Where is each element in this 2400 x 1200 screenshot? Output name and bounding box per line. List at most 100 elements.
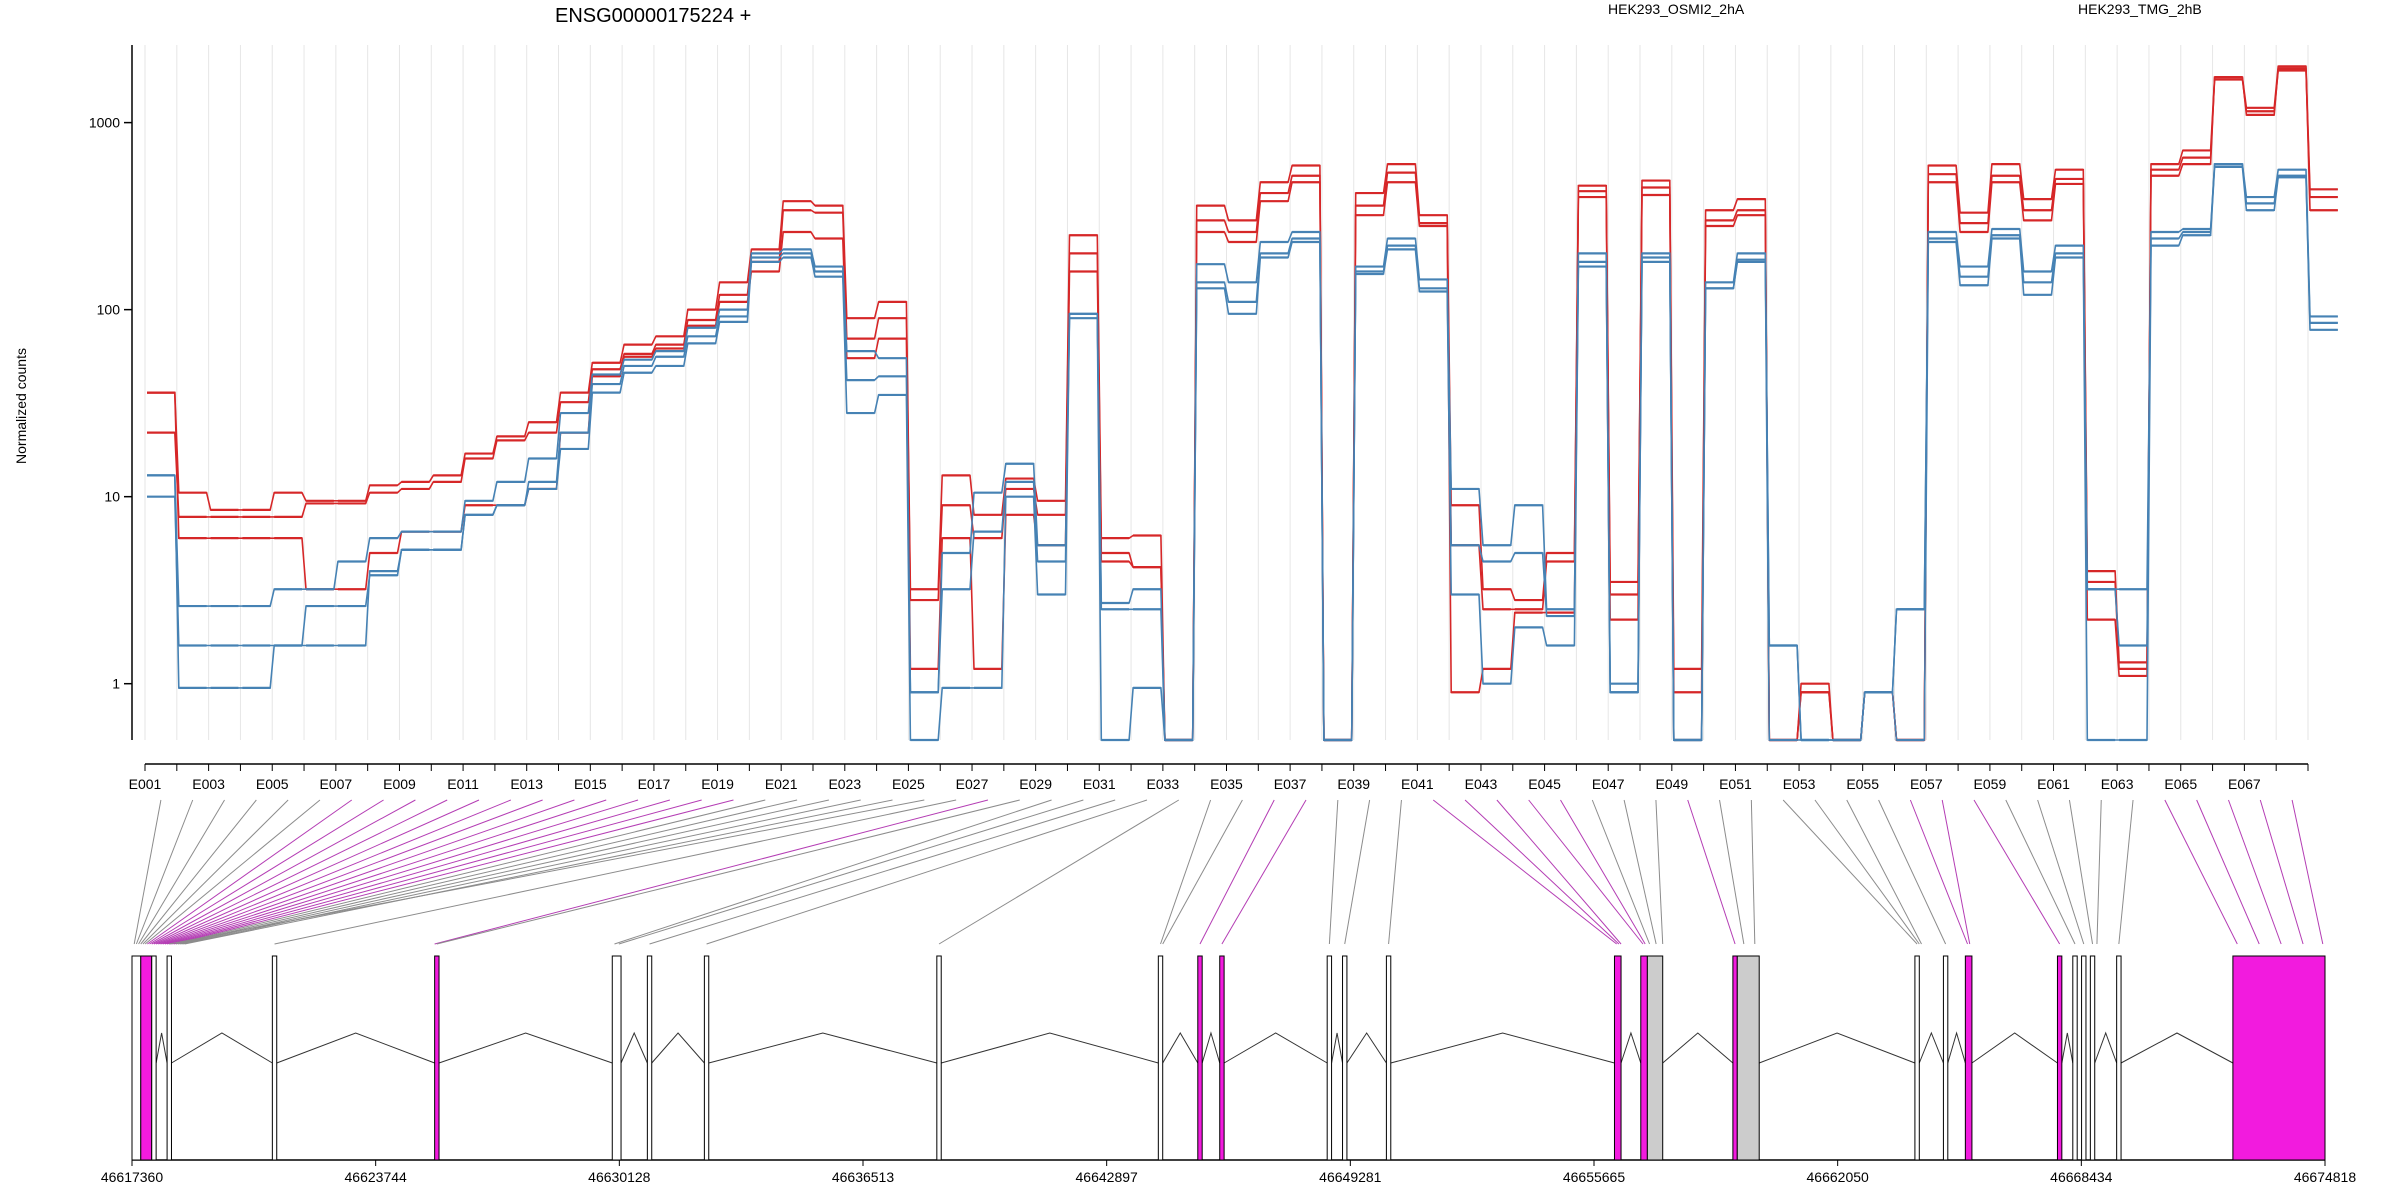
- exon-connector: [140, 799, 257, 945]
- coordinate-label: 46649281: [1319, 1169, 1382, 1185]
- exon-connector: [1909, 799, 1969, 945]
- exon-block: [646, 955, 653, 1161]
- differential-exon-block: [434, 955, 440, 1161]
- y-axis: 1 10 100 1000: [89, 45, 133, 740]
- exon-connector: [180, 799, 829, 945]
- differential-exon-block: [1219, 955, 1225, 1161]
- exon-block: [271, 955, 278, 1161]
- differential-exon-block: [1197, 955, 1203, 1161]
- intron-line: [2120, 1032, 2234, 1064]
- exon-tick-label: E001: [129, 776, 162, 792]
- exon-connector: [434, 799, 989, 945]
- genomic-coordinate-axis: 46617360 46623744 46630128 46636513 46642897…: [101, 1160, 2357, 1185]
- intron-line: [1971, 1032, 2058, 1064]
- exon-tick-label: E061: [2037, 776, 2070, 792]
- intron-line: [171, 1032, 273, 1064]
- exon-connector: [144, 799, 321, 945]
- exon-connector: [2037, 799, 2085, 945]
- exon-tick-label: E043: [1465, 776, 1498, 792]
- exon-tick-label: E015: [574, 776, 607, 792]
- exon-block: [1326, 955, 1333, 1161]
- vertical-grid: [144, 45, 2309, 740]
- exon-connector: [1814, 799, 1920, 945]
- intron-line: [438, 1032, 613, 1064]
- exon-tick-label: E031: [1083, 776, 1116, 792]
- exon-connector: [153, 799, 448, 945]
- exon-tick-label: E051: [1719, 776, 1752, 792]
- exon-tick-label: E013: [510, 776, 543, 792]
- exon-connector: [2068, 799, 2094, 945]
- legend-series-osmi2: HEK293_OSMI2_2hA: [1608, 1, 1745, 17]
- exon-connector: [1878, 799, 1947, 945]
- exon-connector: [1591, 799, 1651, 945]
- exon-connector: [1846, 799, 1922, 945]
- intron-line: [941, 1032, 1159, 1064]
- exon-connector: [175, 799, 766, 945]
- intron-line: [1947, 1031, 1966, 1064]
- exon-connector: [1221, 799, 1307, 945]
- intron-line: [1759, 1032, 1916, 1064]
- intron-line: [708, 1032, 937, 1064]
- exon-connector: [436, 799, 1020, 945]
- exon-tick-label: E065: [2164, 776, 2197, 792]
- exon-connector: [1782, 799, 1918, 945]
- exon-connector: [1388, 799, 1402, 945]
- exon-connector: [155, 799, 480, 945]
- exon-connector: [1623, 799, 1657, 945]
- coordinate-label: 46630128: [588, 1169, 651, 1185]
- exon-tick-label: E025: [892, 776, 925, 792]
- intron-line: [1201, 1031, 1221, 1064]
- series-line: [147, 163, 2338, 741]
- series-line: [147, 65, 2338, 741]
- exon-connector: [151, 799, 416, 945]
- exon-tick-label: E039: [1337, 776, 1370, 792]
- coordinate-label: 46655665: [1563, 1169, 1626, 1185]
- exon-connector: [149, 799, 384, 945]
- intron-line: [1162, 1032, 1199, 1064]
- y-tick-label: 1: [112, 676, 120, 692]
- exon-tick-label: E057: [1910, 776, 1943, 792]
- exon-connector: [162, 799, 575, 945]
- series-line: [147, 163, 2338, 741]
- exon-tick-label: E005: [256, 776, 289, 792]
- exon-tick-label: E063: [2101, 776, 2134, 792]
- exon-block: [936, 955, 942, 1161]
- differential-exon-block: [1964, 955, 1973, 1161]
- coordinate-label: 46636513: [832, 1169, 895, 1185]
- exon-block: [1914, 955, 1920, 1161]
- coordinate-label: 46642897: [1076, 1169, 1139, 1185]
- exon-connectors: [133, 799, 2324, 945]
- exon-connector: [1941, 799, 1971, 945]
- exon-connector: [1719, 799, 1745, 945]
- differential-exon-block: [1732, 955, 1738, 1161]
- exon-tick-label: E033: [1147, 776, 1180, 792]
- exon-connector: [1560, 799, 1646, 945]
- intron-line: [276, 1032, 435, 1064]
- legend-series-tmg: HEK293_TMG_2hB: [2078, 1, 2202, 17]
- coordinate-label: 46617360: [101, 1169, 164, 1185]
- differential-exon-block: [2056, 955, 2063, 1161]
- exon-tick-label: E023: [828, 776, 861, 792]
- intron-line: [1918, 1031, 1944, 1064]
- exon-tick-label: E059: [1974, 776, 2007, 792]
- exon-connector: [169, 799, 925, 945]
- exon-connector: [158, 799, 511, 945]
- exon-block: [1736, 955, 1760, 1161]
- gene-model-track: [131, 955, 2326, 1161]
- exon-tick-label: E007: [320, 776, 353, 792]
- exon-connector: [1328, 799, 1339, 945]
- differential-exon-block: [1640, 955, 1648, 1161]
- intron-line: [1662, 1032, 1734, 1064]
- intron-line: [1331, 1032, 1344, 1064]
- exon-connector: [2291, 799, 2324, 945]
- exon-connector: [169, 799, 670, 945]
- exon-connector: [1655, 799, 1664, 945]
- coordinate-label: 46674818: [2294, 1169, 2357, 1185]
- exon-connector: [2164, 799, 2238, 945]
- exon-connector: [1199, 799, 1275, 945]
- exon-block: [2089, 955, 2096, 1161]
- intron-line: [2061, 1032, 2074, 1064]
- exon-connector: [1750, 799, 1756, 945]
- exon-connector: [142, 799, 289, 945]
- intron-line: [651, 1032, 705, 1064]
